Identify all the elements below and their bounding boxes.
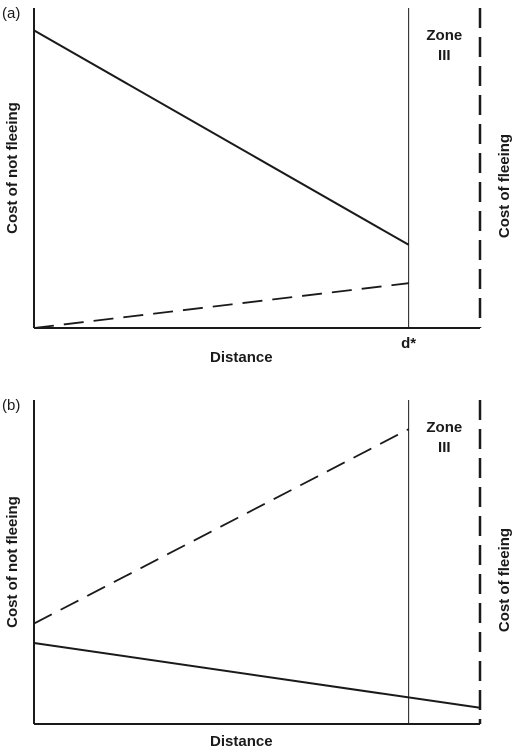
panel-a: (a) Zone III d* Distance Cost of not fleeing C… <box>2 5 513 366</box>
x-axis-title: Distance <box>210 349 273 366</box>
panel-label: (a) <box>2 5 20 22</box>
zone-label-line-1: Zone <box>426 27 462 44</box>
panel-label: (b) <box>2 397 20 414</box>
series-line-0 <box>33 29 410 246</box>
series-line-1 <box>33 642 481 709</box>
y-axis-title-right: Cost of fleeing <box>496 134 513 238</box>
y-axis-title-left: Cost of not fleeing <box>4 496 21 628</box>
zone-label-line-2: III <box>438 47 451 64</box>
series-line-1 <box>33 282 409 329</box>
x-axis-title: Distance <box>210 733 273 750</box>
y-axis-title-left: Cost of not fleeing <box>4 102 21 234</box>
zone-label-line-2: III <box>438 439 451 456</box>
series-line-0 <box>33 428 410 625</box>
y-axis-title-right: Cost of fleeing <box>496 528 513 632</box>
panel-b: (b) Zone III Distance Cost of not fleeing Cos… <box>2 397 513 750</box>
marker-tick-label: d* <box>401 335 416 352</box>
zone-label-line-1: Zone <box>426 419 462 436</box>
